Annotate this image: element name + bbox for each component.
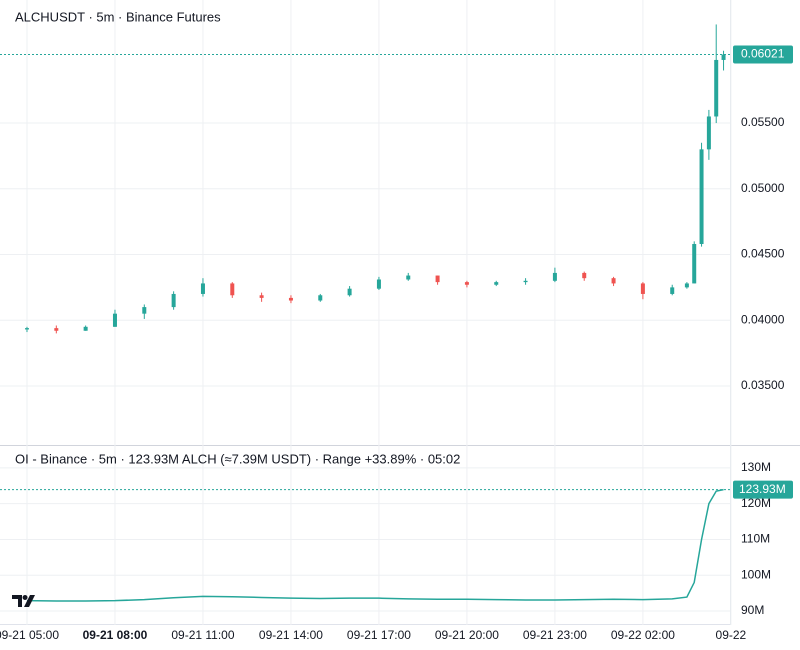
indicator-title: OI - Binance · 5m · 123.93M ALCH (≈7.39M… xyxy=(15,451,460,466)
candle-body xyxy=(406,275,411,280)
x-tick-label: 09-21 20:00 xyxy=(435,628,499,642)
y-tick-label: 0.03500 xyxy=(741,378,785,392)
x-tick-label: 09-21 11:00 xyxy=(171,628,234,642)
candle-body xyxy=(611,278,616,284)
candle-body xyxy=(494,282,499,285)
candle-body xyxy=(435,275,440,283)
candle-body xyxy=(582,272,587,279)
candle-body xyxy=(721,54,726,60)
candle-body xyxy=(692,243,697,284)
candle-body xyxy=(684,283,689,288)
candle-body xyxy=(464,282,469,285)
candle-body xyxy=(706,116,711,150)
candle-body xyxy=(54,328,59,331)
y-tick-label: 0.05500 xyxy=(741,115,785,129)
chart-title: ALCHUSDT · 5m · Binance Futures xyxy=(15,9,221,24)
x-tick-label: 09-22 02:00 xyxy=(611,628,675,642)
candle-body xyxy=(640,283,645,294)
last-price-label: 0.06021 xyxy=(741,47,785,61)
grid xyxy=(0,0,732,625)
last-value-box xyxy=(733,480,793,499)
marks xyxy=(0,24,730,602)
y-tick-label: 130M xyxy=(741,460,771,474)
y-tick-label: 0.04500 xyxy=(741,247,785,261)
candle-body xyxy=(24,328,29,330)
y-tick-label: 110M xyxy=(741,532,770,546)
candle-body xyxy=(112,313,117,327)
x-tick-label: 09-21 17:00 xyxy=(347,628,411,642)
candle-body xyxy=(318,295,323,301)
candle-body xyxy=(699,149,704,244)
last-price-box xyxy=(733,45,793,64)
x-tick-label: 09-21 08:00 xyxy=(83,628,148,642)
candle-body xyxy=(670,287,675,294)
x-tick-label: 09-21 14:00 xyxy=(259,628,323,642)
y-tick-label: 0.05000 xyxy=(741,181,785,195)
x-tick-label: 09-22 xyxy=(716,628,747,642)
candle-body xyxy=(288,297,293,301)
candle-body xyxy=(230,283,235,296)
candle-body xyxy=(523,280,528,283)
last-value-label: 123.93M xyxy=(739,482,786,496)
candle-body xyxy=(142,307,147,314)
y-tick-label: 120M xyxy=(741,496,771,510)
candle-body xyxy=(347,288,352,296)
candle-body xyxy=(200,283,205,294)
oi-line xyxy=(26,488,724,602)
x-tick-label: 09-21 05:00 xyxy=(0,628,59,642)
candle-body xyxy=(259,295,264,298)
x-tick-label: 09-21 23:00 xyxy=(523,628,587,642)
candle-body xyxy=(83,326,88,331)
candle-body xyxy=(376,279,381,289)
candle-body xyxy=(171,293,176,308)
y-tick-label: 100M xyxy=(741,567,771,581)
candle-body xyxy=(552,272,557,281)
y-tick-label: 90M xyxy=(741,603,764,617)
y-tick-label: 0.04000 xyxy=(741,312,785,326)
logo xyxy=(12,595,35,607)
candle-body xyxy=(714,59,719,117)
